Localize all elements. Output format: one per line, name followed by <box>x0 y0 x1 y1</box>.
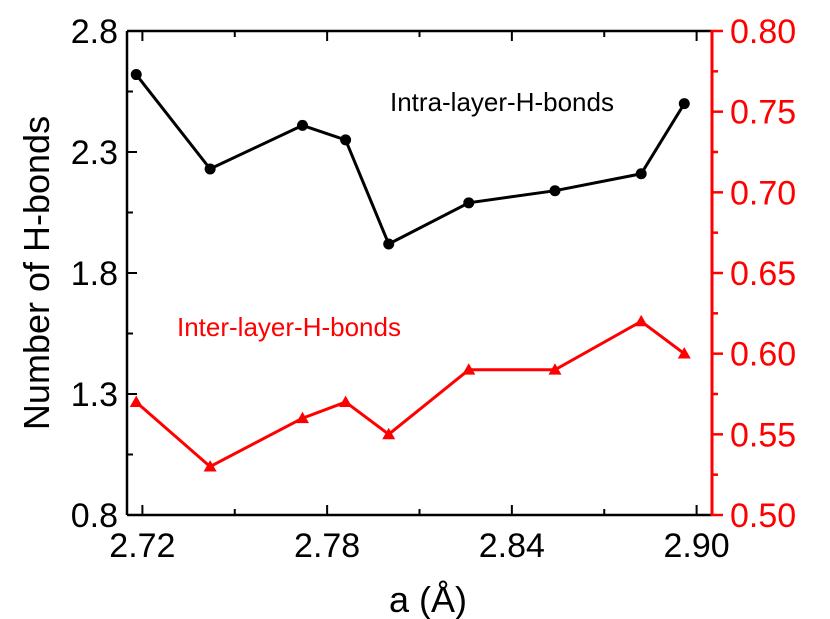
y-right-tick-label: 0.60 <box>730 336 796 374</box>
inter-data-point <box>462 363 476 375</box>
series-group <box>129 69 691 472</box>
y-left-tick-label: 1.3 <box>71 376 118 414</box>
inter-data-point <box>296 411 309 424</box>
inter-data-point <box>203 460 217 472</box>
x-tick-label: 2.84 <box>479 527 545 565</box>
y-right-tick-label: 0.75 <box>730 94 796 132</box>
y-right-tick-label: 0.65 <box>730 255 796 293</box>
intra-data-point <box>297 119 308 131</box>
x-tick-label: 2.90 <box>664 527 730 565</box>
y-axis-title: Number of H-bonds <box>16 116 57 430</box>
y-left-tick-label: 1.8 <box>71 255 118 293</box>
y-right-tick-label: 0.80 <box>730 13 796 51</box>
inter-data-point <box>634 314 648 327</box>
intra-data-point <box>463 197 475 209</box>
y-right-tick-label: 0.70 <box>730 174 796 212</box>
inter-data-point <box>382 427 396 440</box>
inter-data-point <box>339 395 353 407</box>
inter-data-point <box>677 347 691 359</box>
y-left-tick-label: 2.3 <box>71 134 118 172</box>
intra-series-label: Intra-layer-H-bonds <box>390 87 614 117</box>
y-right-tick-label: 0.50 <box>730 497 796 535</box>
x-tick-label: 2.72 <box>109 527 175 565</box>
ticks-group <box>127 29 723 517</box>
x-tick-label: 2.78 <box>294 527 360 565</box>
intra-data-point <box>635 168 647 180</box>
intra-data-point <box>130 69 142 81</box>
x-axis-title: a (Å) <box>389 579 467 619</box>
inter-series-line <box>135 319 686 469</box>
intra-data-point <box>340 134 352 146</box>
tick-labels-group: 2.72 2.78 2.84 2.90 0.8 1.3 1.8 2.3 2.8 0.50 0.55 0… <box>71 13 796 565</box>
inter-series-label: Inter-layer-H-bonds <box>177 312 401 342</box>
intra-data-point <box>204 163 216 175</box>
y-left-tick-label: 0.8 <box>71 497 118 535</box>
y-right-tick-label: 0.55 <box>730 416 796 454</box>
intra-data-point <box>549 185 561 197</box>
inter-data-point <box>548 363 562 375</box>
intra-data-point <box>383 238 395 250</box>
y-left-tick-label: 2.8 <box>71 13 118 51</box>
intra-data-point <box>678 98 690 110</box>
inter-data-point <box>129 395 143 407</box>
